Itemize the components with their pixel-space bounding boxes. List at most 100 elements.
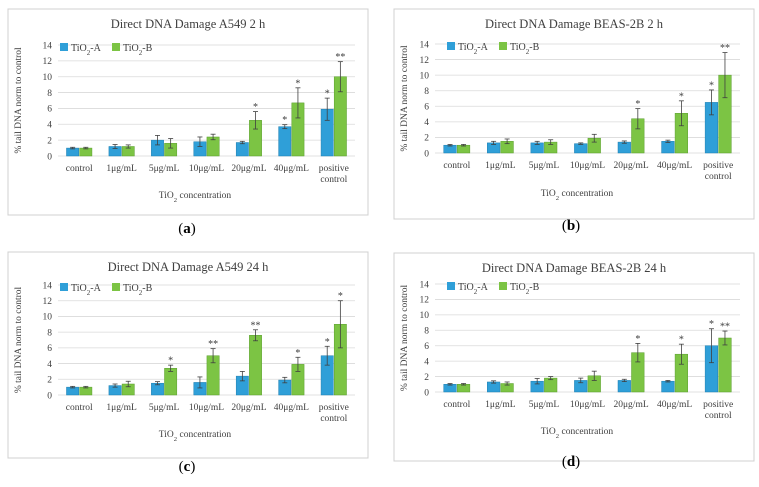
y-tick-label: 14	[43, 281, 53, 291]
y-tick-label: 6	[424, 342, 429, 352]
y-tick-label: 10	[420, 311, 430, 321]
legend-swatch	[112, 283, 120, 291]
legend-label: TiO2-A	[458, 282, 489, 296]
significance-mark: *	[168, 356, 173, 367]
bar-tio2-a	[661, 380, 675, 393]
bar-tio2-a	[574, 143, 588, 154]
significance-mark: *	[253, 102, 258, 113]
x-axis-label: TiO2 concentration	[541, 427, 614, 440]
y-tick-label: 4	[424, 118, 429, 128]
y-tick-label: 2	[424, 373, 429, 383]
y-tick-label: 6	[47, 344, 52, 354]
chart-b: Direct DNA Damage BEAS-2B 2 h 0 2 4 6 8 10 12 14…	[393, 8, 755, 220]
x-tick-label: positive control	[319, 164, 349, 185]
significance-mark: *	[338, 291, 343, 302]
y-tick-label: 2	[47, 136, 52, 146]
y-tick-label: 12	[420, 296, 430, 306]
x-tick-label: 5μg/mL	[529, 400, 560, 410]
legend-label: TiO2-B	[123, 43, 153, 57]
legend-label: TiO2-A	[71, 43, 102, 57]
significance-mark: *	[709, 319, 714, 330]
chart-frame	[7, 251, 369, 459]
x-tick-label: 5μg/mL	[149, 164, 180, 174]
legend-swatch	[447, 42, 455, 50]
x-tick-label: control	[443, 161, 470, 171]
bar-tio2-a	[278, 126, 292, 157]
x-axis-label: TiO2 concentration	[541, 189, 614, 202]
significance-mark: *	[325, 89, 330, 100]
y-tick-label: 14	[43, 41, 53, 51]
y-tick-label: 6	[424, 103, 429, 113]
x-tick-label: positive control	[703, 161, 733, 182]
x-tick-label: 40μg/mL	[274, 403, 309, 413]
significance-mark: **	[720, 322, 730, 333]
x-tick-label: control	[443, 400, 470, 410]
bar-tio2-a	[617, 380, 631, 393]
y-tick-label: 8	[424, 327, 429, 337]
x-tick-label: 1μg/mL	[485, 400, 516, 410]
x-tick-label: 20μg/mL	[613, 400, 648, 410]
y-tick-label: 12	[43, 57, 53, 67]
y-tick-label: 4	[424, 357, 429, 367]
significance-mark: **	[208, 339, 218, 350]
y-tick-label: 0	[47, 391, 52, 401]
legend-swatch	[499, 42, 507, 50]
chart-a: Direct DNA Damage A549 2 h 0 2 4 6 8 10 12 14 % t…	[7, 8, 369, 216]
significance-mark: **	[720, 43, 730, 54]
chart-d: Direct DNA Damage BEAS-2B 24 h 0 2 4 6 8 10 12 1…	[393, 252, 755, 462]
chart-title: Direct DNA Damage A549 2 h	[111, 17, 266, 31]
x-tick-label: control	[66, 403, 93, 413]
x-tick-label: 10μg/mL	[570, 161, 605, 171]
panel-caption: (c)	[179, 459, 196, 475]
x-tick-label: 5μg/mL	[149, 403, 180, 413]
bar-tio2-b	[249, 335, 262, 396]
chart-title: Direct DNA Damage BEAS-2B 24 h	[482, 261, 667, 275]
legend-label: TiO2-B	[510, 42, 540, 56]
y-tick-label: 14	[420, 40, 430, 50]
x-tick-label: 10μg/mL	[189, 403, 224, 413]
y-tick-label: 8	[47, 89, 52, 99]
significance-mark: *	[709, 80, 714, 91]
bar-tio2-a	[235, 142, 249, 157]
y-tick-label: 4	[47, 360, 52, 370]
chart-c: Direct DNA Damage A549 24 h 0 2 4 6 8 10 12 14 % …	[7, 251, 369, 459]
legend-label: TiO2-A	[71, 283, 102, 297]
legend-swatch	[499, 282, 507, 290]
legend-label: TiO2-A	[458, 42, 489, 56]
panel-caption: (a)	[178, 221, 196, 237]
y-tick-label: 14	[420, 280, 430, 290]
y-axis-label: % tail DNA norm to control	[14, 286, 24, 393]
x-tick-label: 20μg/mL	[613, 161, 648, 171]
x-axis-label: TiO2 concentration	[159, 430, 232, 443]
x-tick-label: 40μg/mL	[657, 161, 692, 171]
significance-mark: *	[282, 115, 287, 126]
significance-mark: *	[679, 335, 684, 346]
x-tick-label: 10μg/mL	[570, 400, 605, 410]
x-tick-label: control	[66, 164, 93, 174]
significance-mark: *	[635, 99, 640, 110]
significance-mark: *	[295, 78, 300, 89]
y-tick-label: 8	[424, 87, 429, 97]
y-tick-label: 8	[47, 328, 52, 338]
x-tick-label: 5μg/mL	[529, 161, 560, 171]
significance-mark: *	[679, 91, 684, 102]
legend-swatch	[447, 282, 455, 290]
y-tick-label: 0	[424, 149, 429, 159]
y-tick-label: 0	[424, 388, 429, 398]
chart-frame	[393, 8, 755, 220]
chart-title: Direct DNA Damage A549 24 h	[108, 260, 269, 274]
significance-mark: *	[635, 334, 640, 345]
x-tick-label: positive control	[319, 403, 349, 424]
x-tick-label: 1μg/mL	[485, 161, 516, 171]
bar-tio2-a	[617, 141, 631, 154]
bar-tio2-b	[544, 377, 558, 393]
y-axis-label: % tail DNA norm to control	[14, 47, 24, 154]
legend-swatch	[112, 43, 120, 51]
significance-mark: **	[335, 52, 345, 63]
y-axis-label: % tail DNA norm to control	[400, 45, 410, 152]
x-tick-label: 1μg/mL	[106, 164, 137, 174]
bar-tio2-b	[718, 337, 732, 393]
legend-label: TiO2-B	[510, 282, 540, 296]
chart-title: Direct DNA Damage BEAS-2B 2 h	[485, 17, 664, 31]
